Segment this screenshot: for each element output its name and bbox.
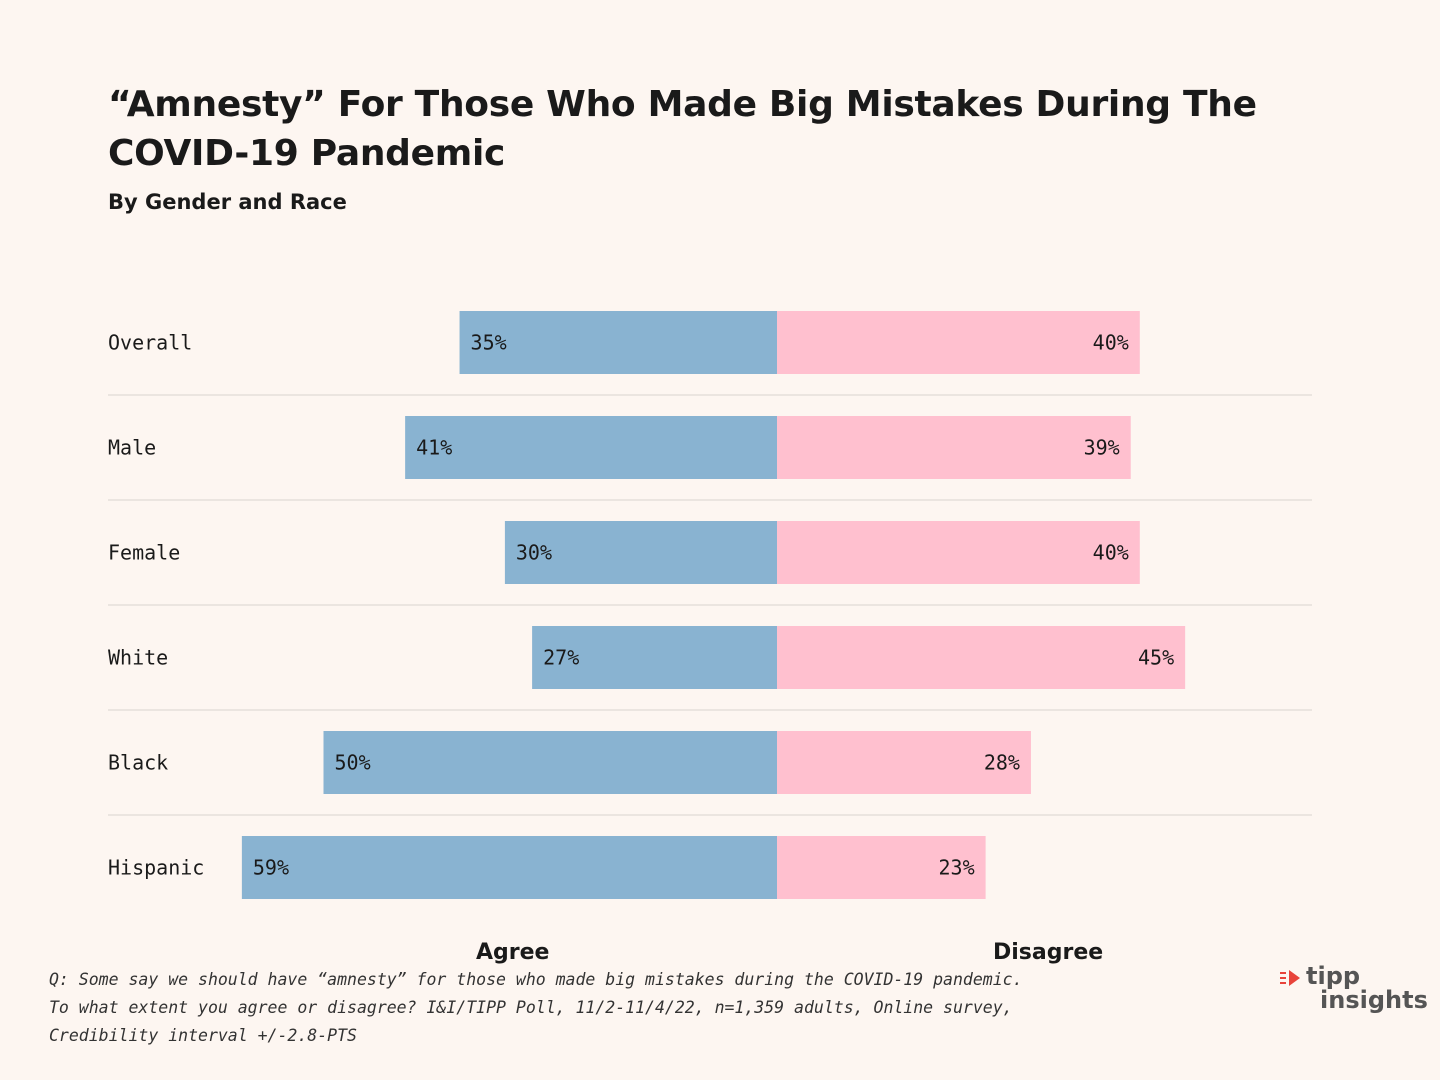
disagree-value-label: 40%	[1093, 331, 1129, 355]
agree-value-label: 35%	[471, 331, 507, 355]
disagree-bar	[777, 731, 1031, 794]
chart-subtitle: By Gender and Race	[108, 190, 347, 214]
legend-agree: Agree	[476, 940, 550, 965]
disagree-value-label: 45%	[1138, 646, 1174, 670]
agree-bar	[532, 626, 777, 689]
disagree-value-label: 28%	[984, 751, 1020, 775]
chart-title: “Amnesty” For Those Who Made Big Mistake…	[108, 80, 1258, 178]
disagree-bar	[777, 521, 1140, 584]
agree-bar	[241, 836, 777, 899]
footnote-line-3: Credibility interval +/-2.8-PTS	[49, 1026, 357, 1045]
category-label: Hispanic	[108, 856, 204, 880]
agree-bar	[504, 521, 777, 584]
agree-bar	[405, 416, 777, 479]
category-label: Female	[108, 541, 180, 565]
disagree-bar	[777, 416, 1131, 479]
category-label: Overall	[108, 331, 192, 355]
disagree-bar	[777, 626, 1186, 689]
agree-value-label: 30%	[516, 541, 552, 565]
footnote: Q: Some say we should have “amnesty” for…	[49, 966, 1023, 1050]
agree-bar	[459, 311, 777, 374]
disagree-value-label: 39%	[1084, 436, 1120, 460]
logo-text-insights: insights	[1320, 986, 1428, 1014]
agree-bar	[323, 731, 777, 794]
legend-disagree: Disagree	[993, 940, 1104, 965]
agree-value-label: 50%	[335, 751, 371, 775]
category-label: Male	[108, 436, 156, 460]
footnote-line-1: Q: Some say we should have “amnesty” for…	[49, 970, 1023, 989]
agree-value-label: 41%	[416, 436, 452, 460]
agree-value-label: 27%	[543, 646, 579, 670]
category-label: Black	[108, 751, 168, 775]
tipp-insights-logo: tipp insights	[1280, 964, 1430, 1016]
footnote-line-2: To what extent you agree or disagree? I&…	[49, 998, 1013, 1017]
title-line-1: “Amnesty” For Those Who Made Big Mistake…	[108, 84, 1257, 125]
disagree-bar	[777, 311, 1140, 374]
disagree-value-label: 23%	[938, 856, 974, 880]
disagree-bar	[777, 836, 986, 899]
category-label: White	[108, 646, 168, 670]
logo-text-tipp: tipp	[1306, 962, 1361, 990]
logo-arrow-icon	[1280, 970, 1300, 986]
disagree-value-label: 40%	[1093, 541, 1129, 565]
agree-value-label: 59%	[253, 856, 289, 880]
title-line-2: COVID-19 Pandemic	[108, 133, 506, 174]
